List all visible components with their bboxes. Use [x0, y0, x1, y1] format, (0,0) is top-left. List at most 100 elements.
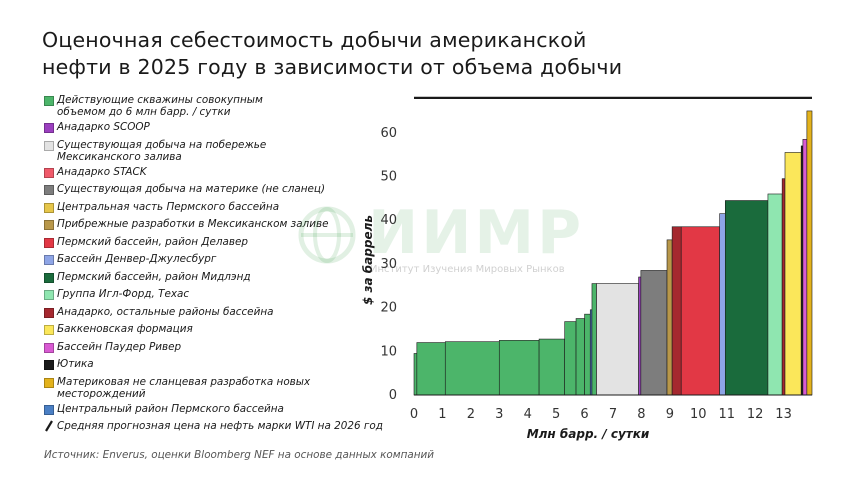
- x-tick-label: 11: [718, 407, 735, 422]
- legend-label: Существующая добыча на побережье Мексикан…: [57, 139, 266, 163]
- legend-label-line: Ютика: [57, 358, 94, 370]
- legend-swatch: [44, 202, 54, 213]
- legend-swatch: [44, 404, 54, 415]
- x-tick-label: 5: [552, 407, 560, 422]
- legend-swatch: [44, 272, 54, 283]
- cost-step-bar: [724, 200, 769, 396]
- cost-step-bar: [591, 283, 597, 396]
- legend-label-line: Анадарко STACK: [57, 165, 147, 178]
- legend-label-line: Прибрежные разработки в Мексиканском зал…: [57, 218, 329, 230]
- legend-label-line: месторождений: [57, 387, 146, 400]
- legend-label: Центральный район Пермского бассейна: [57, 403, 284, 415]
- source-note: Источник: Enverus, оценки Bloomberg NEF …: [44, 449, 435, 461]
- legend-swatch: [44, 123, 54, 133]
- cost-step-bar: [584, 313, 591, 396]
- cost-step-bar: [596, 283, 639, 396]
- legend-label: Пермский бассейн, район Делавер: [57, 236, 248, 248]
- legend-label-line: Пермский бассейн, район Мидлэнд: [57, 270, 251, 283]
- cost-step-bar: [538, 338, 565, 396]
- chart-title-line-1: Оценочная себестоимость добычи американс…: [42, 28, 587, 52]
- cost-step-bar: [781, 178, 786, 396]
- y-axis-label: $ за баррель: [361, 215, 375, 305]
- cost-step-bar: [680, 226, 720, 396]
- y-tick-label: 10: [380, 344, 397, 359]
- legend-line-icon: [45, 420, 53, 432]
- cost-step-bar: [416, 342, 446, 396]
- legend-swatch: [44, 185, 54, 195]
- legend-label: Материковая не сланцевая разработка новы…: [57, 376, 310, 400]
- y-tick-label: 60: [380, 126, 397, 141]
- legend-swatch: [44, 220, 54, 230]
- x-tick-label: 13: [775, 407, 792, 422]
- x-tick-label: 2: [467, 407, 475, 422]
- legend-label-line: Существующая добыча на побережье: [57, 138, 267, 151]
- x-tick-label: 9: [666, 407, 674, 422]
- legend-label-line: Средняя прогнозная цена на нефть марки W…: [57, 420, 383, 432]
- x-tick-label: 12: [747, 407, 764, 422]
- y-tick-label: 0: [389, 388, 397, 403]
- legend-swatch: [44, 342, 54, 353]
- legend-label-line: Мексиканского залива: [57, 150, 182, 163]
- legend-label: Ютика: [57, 358, 94, 370]
- legend-label: Анадарко, остальные районы бассейна: [57, 306, 273, 318]
- cost-step-bar: [640, 270, 668, 396]
- x-tick-label: 6: [580, 407, 588, 422]
- cost-step-bar: [671, 226, 682, 396]
- chart-title-line-2: нефти в 2025 году в зависимости от объем…: [42, 55, 623, 79]
- legend-label-line: Центральный район Пермского бассейна: [57, 402, 284, 415]
- legend-label: Центральная часть Пермского бассейна: [57, 201, 279, 213]
- cost-step-bar: [564, 321, 577, 396]
- cost-step-bar: [719, 213, 726, 396]
- x-tick-label: 7: [609, 407, 617, 422]
- legend-label: Группа Игл-Форд, Техас: [57, 288, 189, 300]
- cost-step-bar: [498, 340, 540, 396]
- cost-step-bar: [444, 341, 500, 396]
- y-tick-label: 50: [380, 170, 397, 185]
- cost-step-bar: [666, 239, 673, 396]
- legend-label-line: Пермский бассейн, район Делавер: [57, 235, 248, 248]
- cost-step-bar: [767, 193, 783, 396]
- legend-label-line: Группа Игл-Форд, Техас: [57, 288, 190, 300]
- legend-swatch: [44, 255, 54, 265]
- legend-swatch: [44, 96, 54, 106]
- x-tick-label: 10: [690, 407, 707, 422]
- chart-title: Оценочная себестоимость добычи американс…: [42, 27, 802, 81]
- legend-swatch: [44, 360, 54, 370]
- legend-label-line: Анадарко SCOOP: [57, 121, 150, 133]
- legend-label-line: Центральная часть Пермского бассейна: [57, 200, 280, 213]
- legend-label-line: Действующие скважины совокупным: [57, 94, 263, 106]
- y-tick-label: 30: [380, 257, 397, 272]
- legend-label-line: объемом до 6 млн барр. / сутки: [57, 106, 231, 118]
- x-tick-label: 4: [524, 407, 532, 422]
- legend-swatch: [44, 377, 54, 388]
- legend-label-line: Анадарко, остальные районы бассейна: [57, 305, 274, 318]
- legend-label: Действующие скважины совокупным объемом д…: [57, 94, 263, 118]
- legend-label: Средняя прогнозная цена на нефть марки W…: [57, 420, 383, 432]
- x-tick-label: 0: [410, 407, 418, 422]
- legend-swatch: [44, 307, 54, 318]
- x-tick-label: 3: [495, 407, 503, 422]
- legend-label-line: Материковая не сланцевая разработка новы…: [57, 375, 311, 388]
- legend-label: Бассейн Паудер Ривер: [57, 341, 181, 353]
- legend-swatch: [44, 167, 54, 178]
- legend-label-line: Существующая добыча на материке (не слан…: [57, 183, 326, 195]
- legend-label: Существующая добыча на материке (не слан…: [57, 183, 325, 195]
- legend-label: Баккеновская формация: [57, 323, 193, 335]
- legend-label: Прибрежные разработки в Мексиканском зал…: [57, 218, 328, 230]
- legend-swatch: [44, 237, 54, 248]
- legend-label: Анадарко STACK: [57, 166, 147, 178]
- legend-label-line: Бассейн Паудер Ривер: [57, 340, 182, 353]
- cost-step-bar: [638, 276, 642, 396]
- cost-step-bar: [784, 152, 802, 396]
- legend-swatch: [44, 290, 54, 300]
- legend-swatch: [44, 325, 54, 335]
- cost-step-bar: [806, 110, 813, 396]
- legend-swatch: [44, 140, 54, 151]
- cost-step-bar: [575, 318, 585, 396]
- legend-label: Пермский бассейн, район Мидлэнд: [57, 271, 251, 283]
- y-tick-label: 20: [380, 301, 397, 316]
- x-axis-label: Млн барр. / сутки: [527, 427, 650, 441]
- cost-step-bar: [802, 139, 808, 396]
- y-tick-label: 40: [380, 213, 397, 228]
